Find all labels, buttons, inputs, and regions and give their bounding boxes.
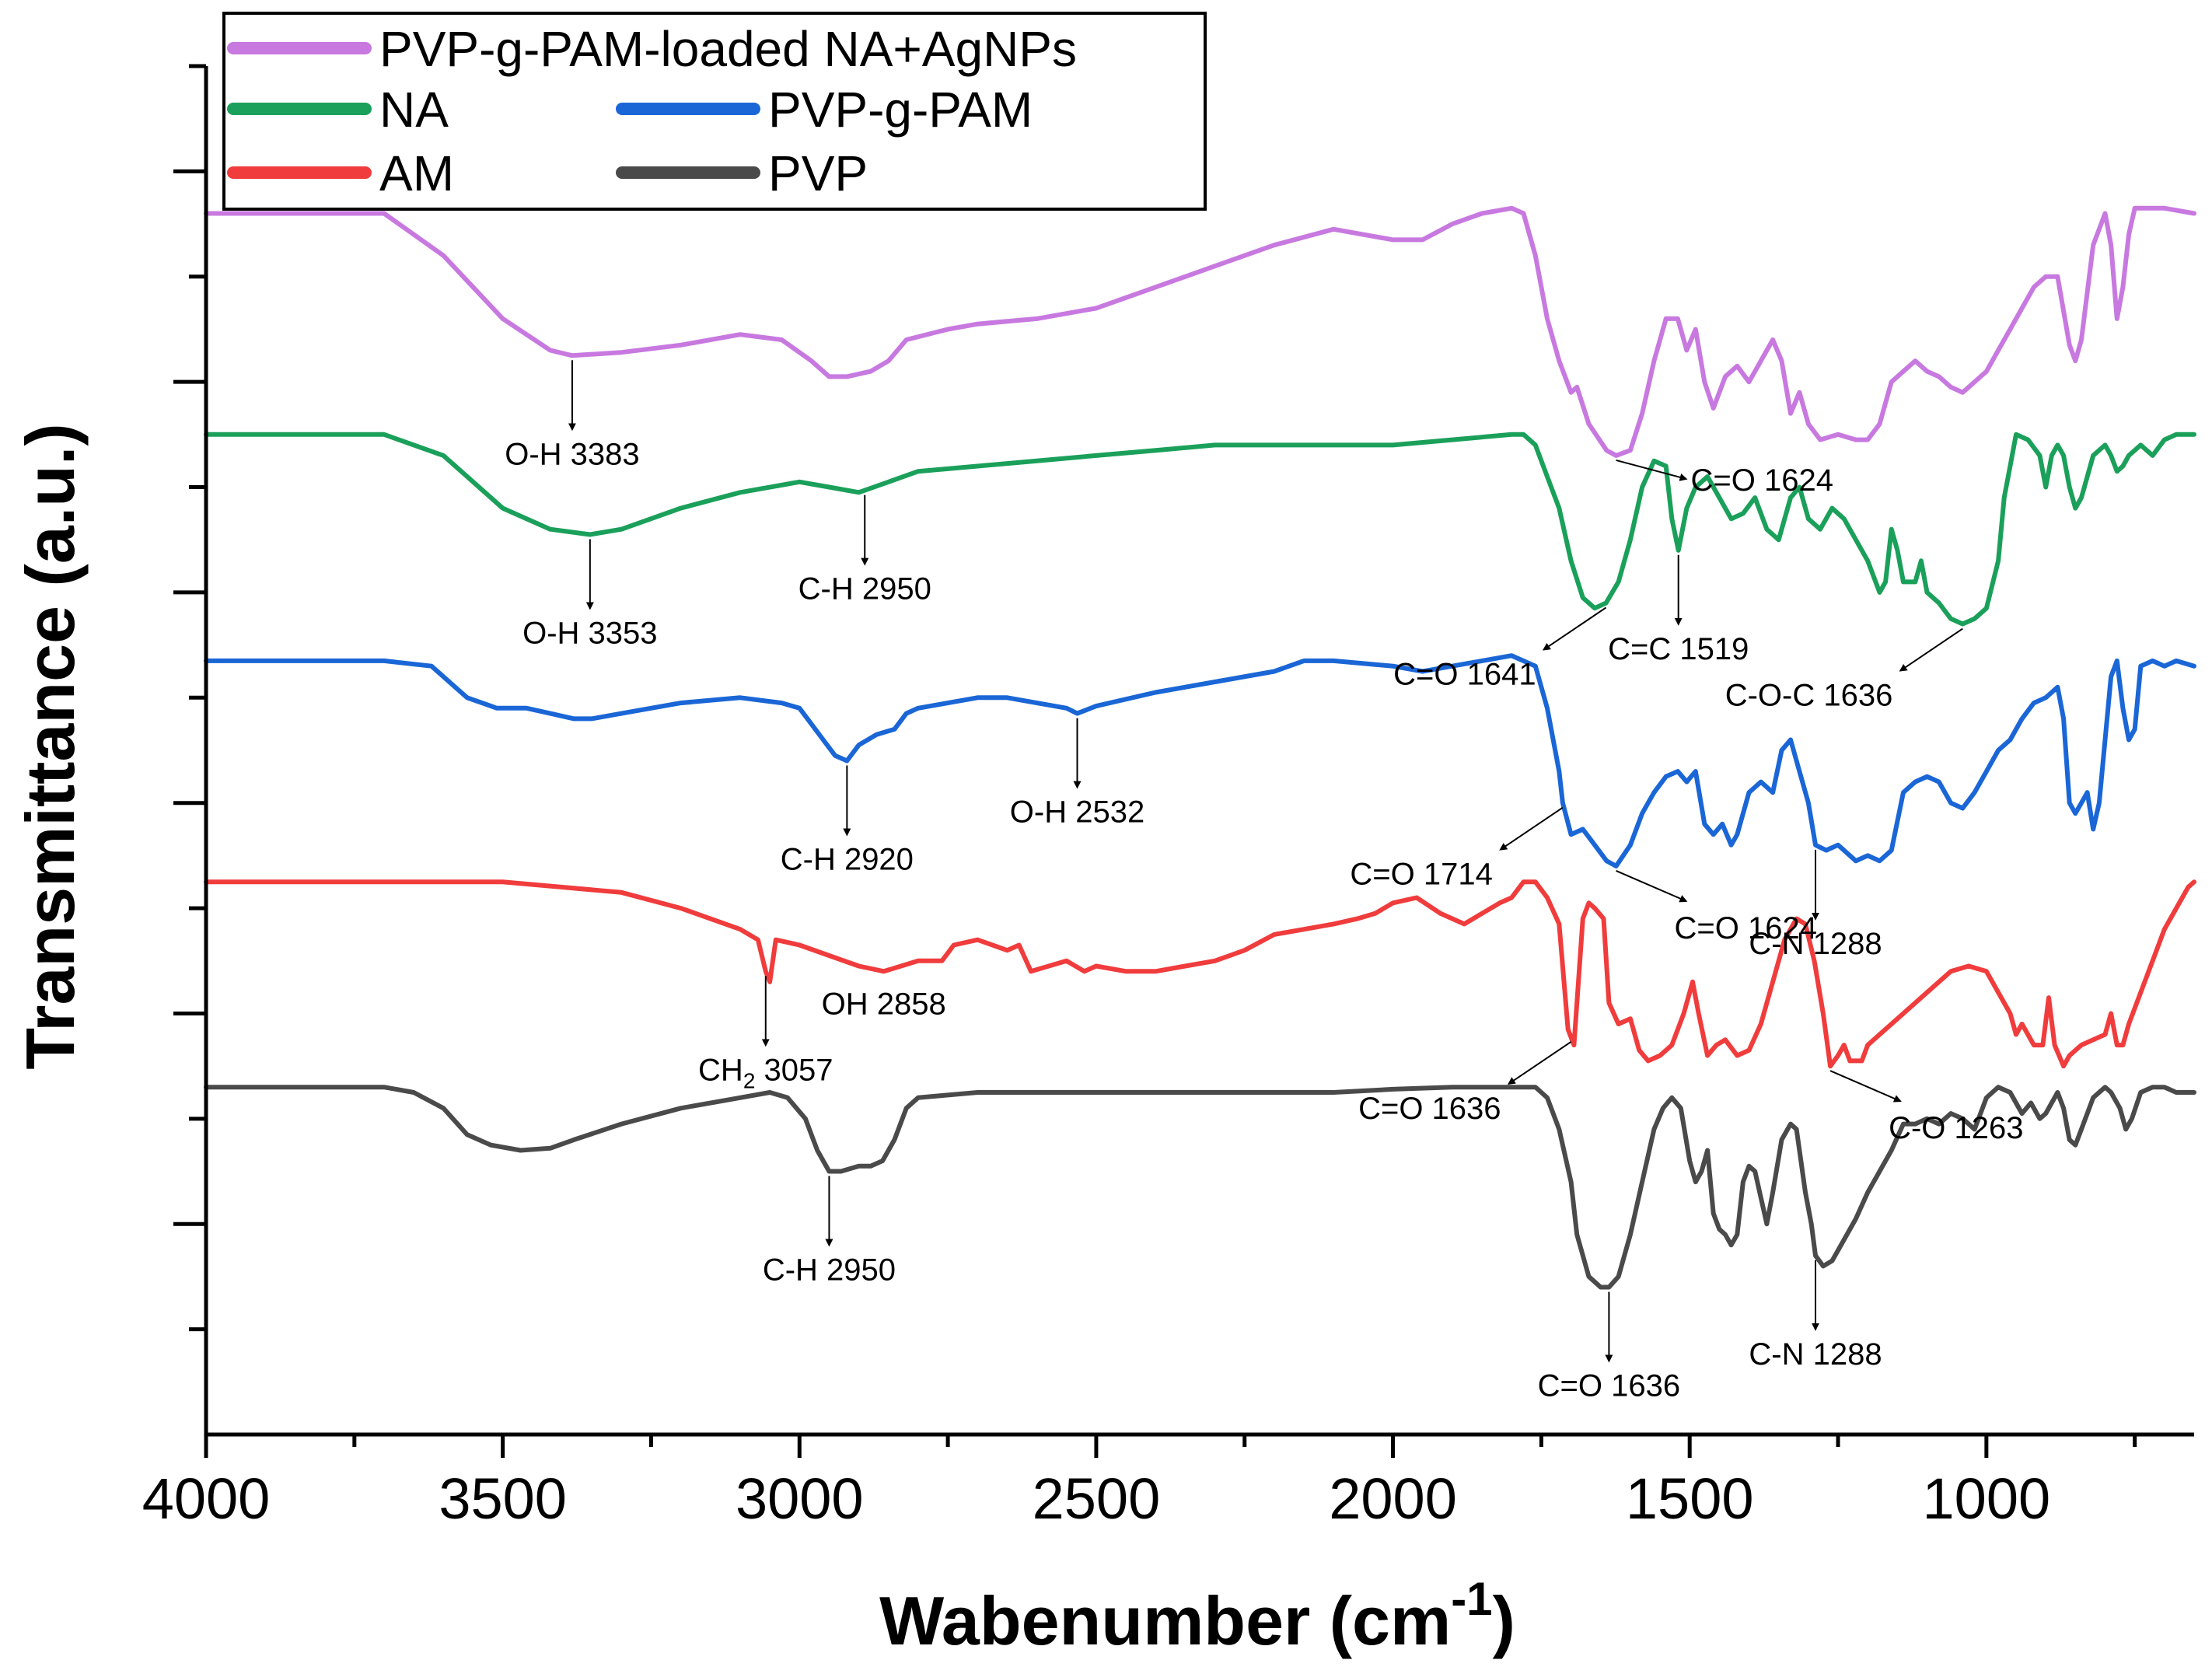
x-tick-label: 1500 [1626, 1466, 1754, 1531]
annotation-label: C-N 1288 [1749, 927, 1882, 961]
peak-annotation: O-H 2532 [1010, 718, 1144, 830]
legend-entry: NA [227, 82, 449, 138]
annotation-arrow [1507, 1041, 1572, 1085]
series-line [204, 653, 2196, 868]
legend-label: NA [379, 82, 449, 138]
peak-annotation: C=O 1636 [1358, 1041, 1572, 1126]
legend-label: AM [379, 145, 454, 201]
series-line [204, 205, 2196, 458]
annotation-label: C-O-C 1636 [1725, 679, 1893, 713]
annotation-label: C=O 1636 [1538, 1368, 1680, 1403]
series-layer [204, 205, 2196, 1290]
legend-label: PVP-g-PAM-loaded NA+AgNPs [379, 21, 1077, 77]
annotation-layer: O-H 3383 C=O 1624 O-H 3353 C-H 2950 C=O 1641… [505, 360, 2024, 1403]
annotation-label: OH 2858 [822, 987, 946, 1021]
annotation-label: C=O 1714 [1350, 858, 1492, 892]
peak-annotation: C-N 1288 [1749, 849, 1882, 961]
peak-annotation: C=C 1519 [1608, 554, 1749, 666]
x-tick-label: 2500 [1033, 1466, 1161, 1531]
peak-annotation: O-H 3383 [505, 360, 640, 471]
peak-annotation: C=O 1624 [1616, 870, 1817, 945]
annotation-label: C-O 1263 [1889, 1111, 2023, 1145]
x-tick-label: 3500 [439, 1466, 567, 1531]
x-tick-label: 3000 [736, 1466, 864, 1531]
legend-label: PVP [768, 145, 868, 201]
annotation-label: C-H 2920 [781, 843, 914, 877]
x-axis-title-main: Wabenumber (cm [879, 1582, 1451, 1659]
annotation-label: O-H 3383 [505, 437, 639, 471]
annotation-arrow [1542, 606, 1607, 651]
annotation-label: C=O 1624 [1691, 463, 1833, 498]
x-tick-label: 4000 [142, 1466, 271, 1531]
peak-annotation: C=O 1636 [1538, 1291, 1680, 1403]
legend: PVP-g-PAM-loaded NA+AgNPs NA PVP-g-PAM A… [222, 12, 1207, 211]
annotation-label: C=O 1636 [1358, 1092, 1501, 1126]
peak-annotation: C-H 2950 [798, 495, 931, 606]
peak-annotation: C=O 1714 [1350, 806, 1564, 892]
annotation-label: C=O 1641 [1393, 657, 1536, 691]
series-line [204, 1085, 2196, 1290]
peak-annotation: C=O 1624 [1616, 459, 1833, 498]
legend-entry: AM [227, 145, 454, 201]
x-axis-title-superscript: -1 [1451, 1573, 1492, 1625]
y-axis-title: Transmittance (a.u.) [12, 423, 89, 1069]
peak-annotation: CH2 3057 [698, 976, 833, 1092]
axes-layer: 4000 3500 3000 2500 2000 1500 1000 [142, 64, 2194, 1531]
peak-annotation: C-N 1288 [1749, 1260, 1882, 1372]
peak-annotation: O-H 3353 [522, 539, 658, 650]
annotation-label: C-N 1288 [1749, 1337, 1882, 1372]
peak-annotation: C-H 2950 [763, 1176, 896, 1288]
annotation-arrow [1616, 459, 1688, 481]
annotation-label: C-H 2950 [763, 1253, 896, 1288]
annotation-label: C=C 1519 [1608, 632, 1749, 666]
annotation-label: O-H 2532 [1010, 795, 1144, 830]
annotation-label: C=O 1624 [1675, 911, 1817, 945]
x-tick-label: 1000 [1923, 1466, 2051, 1531]
peak-annotation: C-O 1263 [1829, 1070, 2024, 1145]
peak-annotation: OH 2858 [822, 987, 946, 1021]
x-axis-title-end: ) [1493, 1582, 1515, 1659]
x-tick-label: 2000 [1329, 1466, 1457, 1531]
annotation-label: C-H 2950 [798, 572, 931, 606]
legend-entry: PVP-g-PAM-loaded NA+AgNPs [227, 21, 1077, 77]
peak-annotation: C=O 1641 [1393, 606, 1607, 691]
legend-label: PVP-g-PAM [768, 82, 1033, 138]
series-line [204, 432, 2196, 627]
annotation-arrow [1829, 1070, 1902, 1103]
annotation-label: O-H 3353 [522, 616, 657, 650]
series-line [204, 879, 2196, 1069]
legend-entry: PVP-g-PAM [616, 82, 1033, 138]
x-axis-title: Wabenumber (cm-1) [879, 1573, 1515, 1659]
annotation-arrow [1899, 627, 1963, 672]
annotation-label: CH2 3057 [698, 1053, 833, 1092]
annotation-arrow [1499, 806, 1564, 851]
peak-annotation: C-O-C 1636 [1725, 627, 1963, 713]
peak-annotation: C-H 2920 [781, 765, 914, 877]
legend-entry: PVP [616, 145, 868, 201]
annotation-arrow [1616, 870, 1688, 903]
